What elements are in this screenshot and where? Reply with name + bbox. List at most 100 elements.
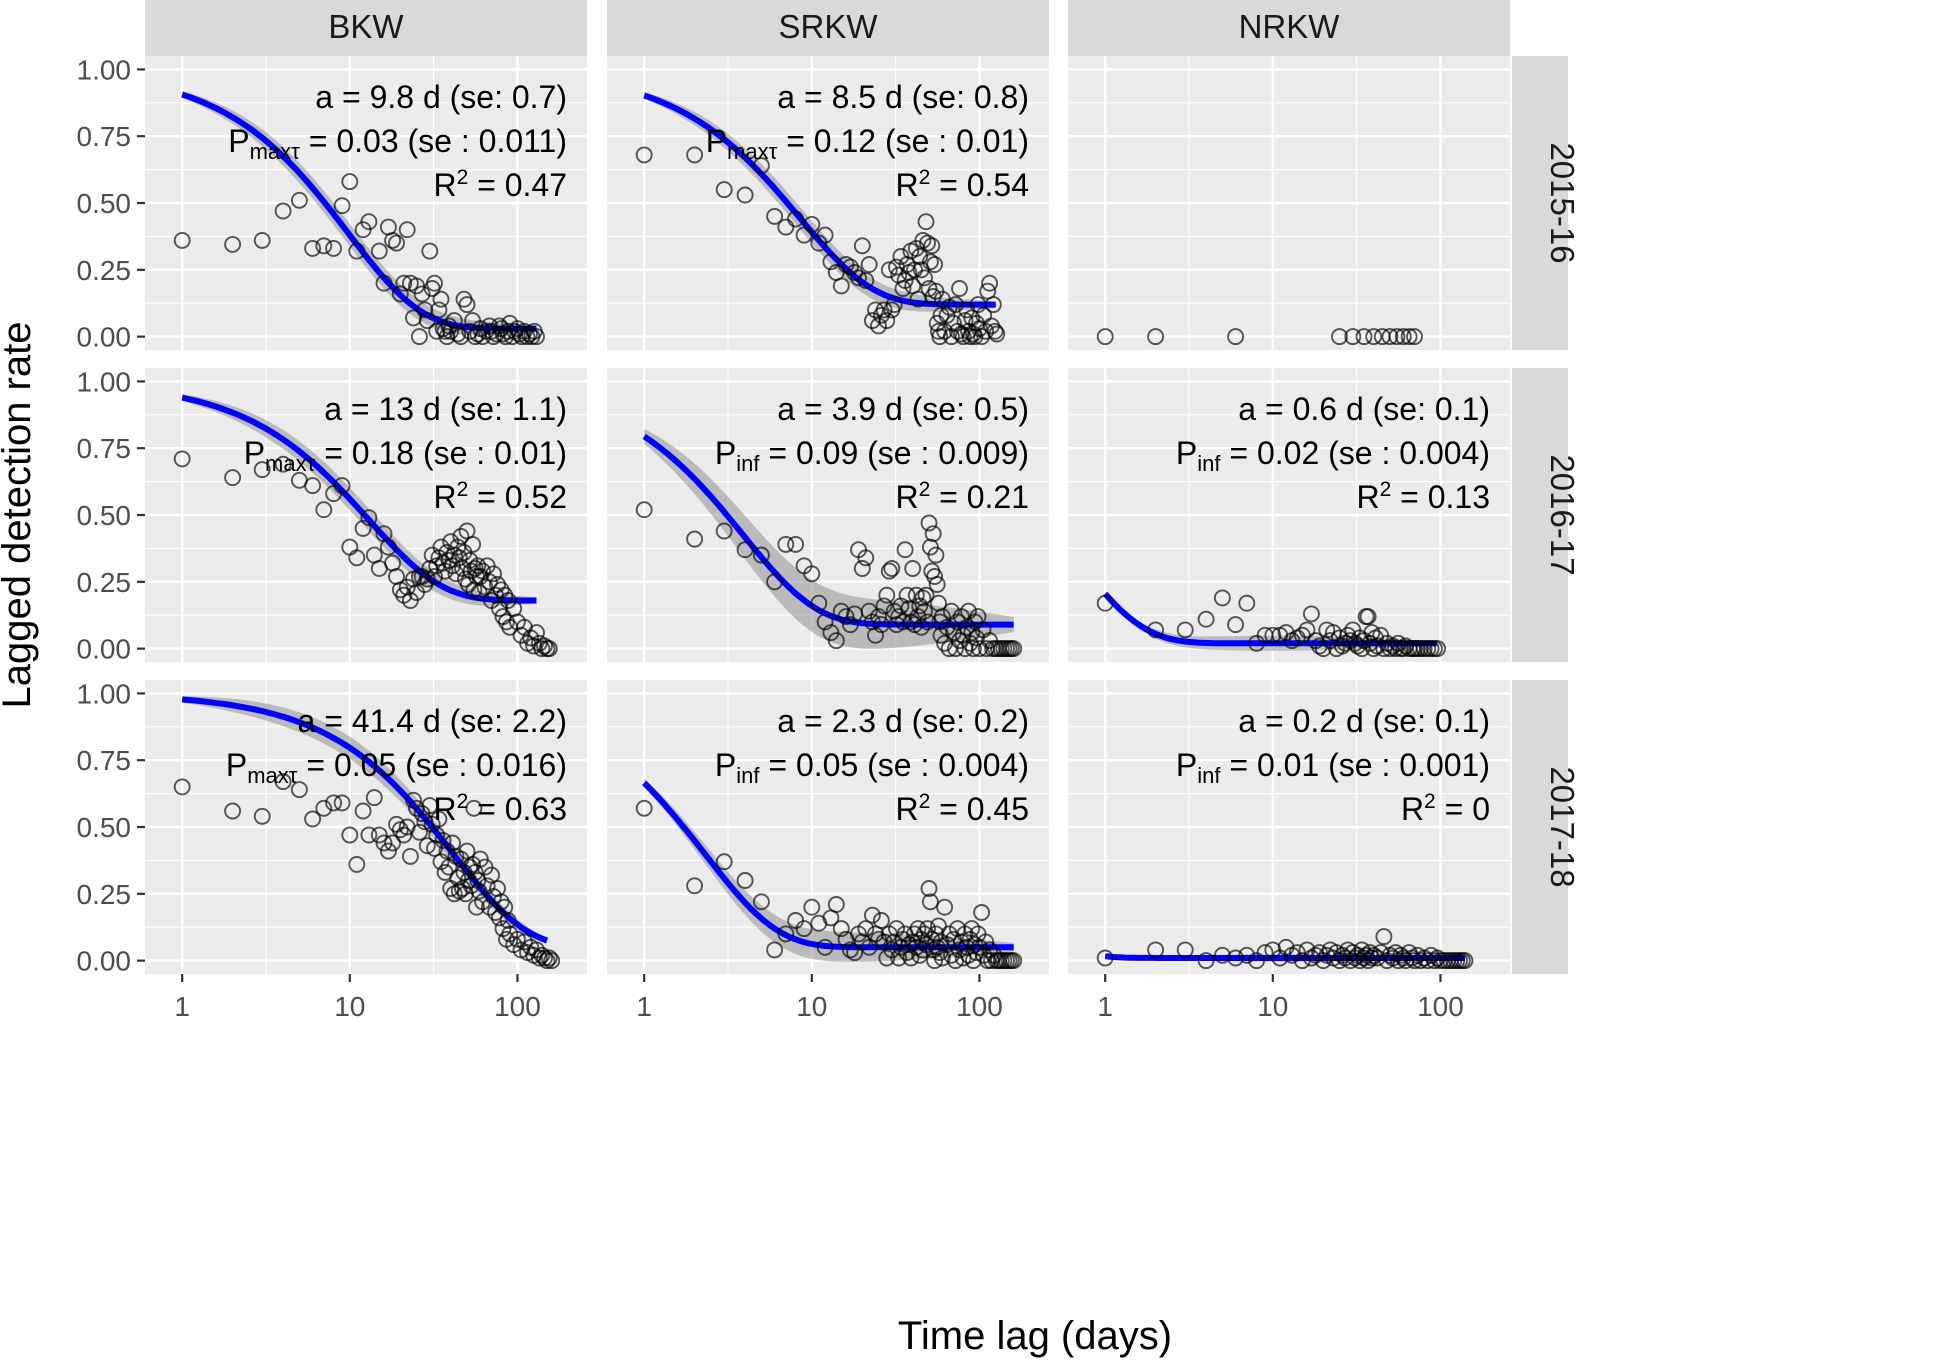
data-point: [379, 842, 397, 860]
data-point: [341, 826, 359, 844]
data-point: [388, 234, 405, 252]
annotation-r-squared-label: R: [433, 479, 456, 515]
data-point: [522, 629, 540, 647]
data-point: [224, 235, 242, 253]
annotation-asymptote: Pinf = 0.09 (se : 0.009): [715, 435, 1029, 476]
data-point: [540, 640, 558, 658]
data-point: [274, 202, 292, 220]
y-axis-title: Lagged detection rate: [0, 322, 39, 709]
data-point: [379, 538, 397, 556]
data-point: [325, 794, 343, 812]
y-tick-label: 1.00: [77, 366, 132, 397]
data-point: [942, 328, 960, 346]
data-point: [1412, 952, 1429, 970]
data-point: [538, 952, 556, 970]
fit-confidence-band: [182, 91, 537, 336]
data-point: [853, 560, 871, 577]
panel-srkw-2017-18: a = 2.3 d (se: 0.2) Pinf = 0.05 (se : 0.0…: [607, 680, 1049, 974]
data-point: [973, 904, 991, 921]
data-point: [468, 898, 485, 916]
data-point: [430, 810, 448, 828]
data-point: [384, 231, 402, 249]
data-point: [984, 296, 1002, 314]
data-point: [1096, 328, 1114, 346]
data-point: [832, 602, 850, 620]
y-tick-label: 1.00: [77, 678, 132, 709]
annotation-r-squared: R2 = 0.13: [1356, 478, 1490, 515]
annotation-r-squared-value: = 0.63: [468, 791, 567, 827]
data-point: [1213, 946, 1231, 964]
annotation-range: a = 8.5 d (se: 0.8): [777, 79, 1029, 115]
data-point: [986, 322, 1004, 340]
annotation-asymptote-label: P: [1176, 435, 1197, 471]
data-point: [253, 807, 271, 825]
data-point: [816, 226, 834, 244]
data-point: [421, 797, 439, 815]
data-point: [384, 834, 402, 852]
data-point: [841, 258, 859, 276]
data-point: [434, 831, 452, 849]
data-point: [945, 314, 962, 332]
data-point: [1298, 941, 1316, 959]
data-point: [870, 608, 887, 626]
data-point: [936, 898, 954, 916]
data-point: [885, 296, 903, 314]
fit-confidence-band: [182, 394, 537, 606]
data-point: [365, 789, 383, 807]
data-point: [951, 941, 968, 959]
annotation-range: a = 0.2 d (se: 0.1): [1238, 703, 1490, 739]
data-point: [370, 826, 388, 844]
column-strip-label: SRKW: [779, 8, 879, 45]
annotation-asymptote-label: P: [1176, 747, 1197, 783]
data-point: [432, 538, 450, 556]
data-point: [715, 853, 733, 871]
annotation-r-squared-superscript: 2: [919, 790, 931, 813]
annotation-asymptote-value: = 0.01 (se : 0.001): [1221, 747, 1491, 783]
annotation-range: a = 13 d (se: 1.1): [324, 391, 567, 427]
data-point: [450, 549, 468, 567]
annotation-asymptote-subscript: inf: [1197, 763, 1221, 788]
data-point: [977, 933, 995, 951]
data-point: [1176, 941, 1194, 959]
data-point: [686, 146, 704, 164]
fit-line: [181, 394, 537, 604]
data-point: [803, 898, 821, 916]
annotation-r-squared-label: R: [895, 167, 918, 203]
data-point: [1359, 952, 1377, 970]
data-point: [919, 920, 936, 938]
annotation-r-squared: R2 = 0.54: [895, 166, 1029, 203]
data-point: [1005, 952, 1023, 970]
annotation-asymptote-subscript: maxτ: [247, 763, 298, 788]
y-tick-label: 0.75: [77, 433, 132, 464]
y-tick-label: 0.75: [77, 745, 132, 776]
column-strip-label: BKW: [328, 8, 404, 45]
data-point: [870, 317, 887, 335]
data-point: [315, 237, 333, 255]
data-point: [533, 946, 551, 964]
data-point: [951, 280, 968, 297]
data-point: [896, 541, 914, 559]
data-point: [274, 773, 292, 791]
data-point: [408, 799, 425, 817]
annotation-r-squared-label: R: [895, 479, 918, 515]
data-point: [274, 455, 292, 473]
annotation-r-squared-label: R: [433, 791, 456, 827]
x-tick-label: 100: [1417, 991, 1464, 1022]
data-point: [857, 920, 875, 938]
data-point: [1355, 949, 1373, 967]
annotation-r-squared: R2 = 0.52: [433, 478, 567, 515]
data-point: [410, 328, 428, 346]
data-point: [787, 535, 805, 553]
annotation-asymptote-value: = 0.18 (se : 0.01): [315, 435, 567, 471]
annotation-asymptote-value: = 0.03 (se : 0.011): [300, 123, 567, 159]
annotation-r-squared: R2 = 0.45: [895, 790, 1029, 827]
annotation-r-squared-superscript: 2: [1424, 790, 1436, 813]
data-point: [401, 847, 419, 865]
data-point: [224, 802, 242, 820]
data-point: [1406, 328, 1423, 346]
panel-srkw-2015-16: a = 8.5 d (se: 0.8) Pmaxτ = 0.12 (se : 0.…: [607, 56, 1049, 350]
data-point: [458, 296, 476, 314]
data-point: [469, 557, 487, 575]
data-point: [1331, 328, 1348, 346]
